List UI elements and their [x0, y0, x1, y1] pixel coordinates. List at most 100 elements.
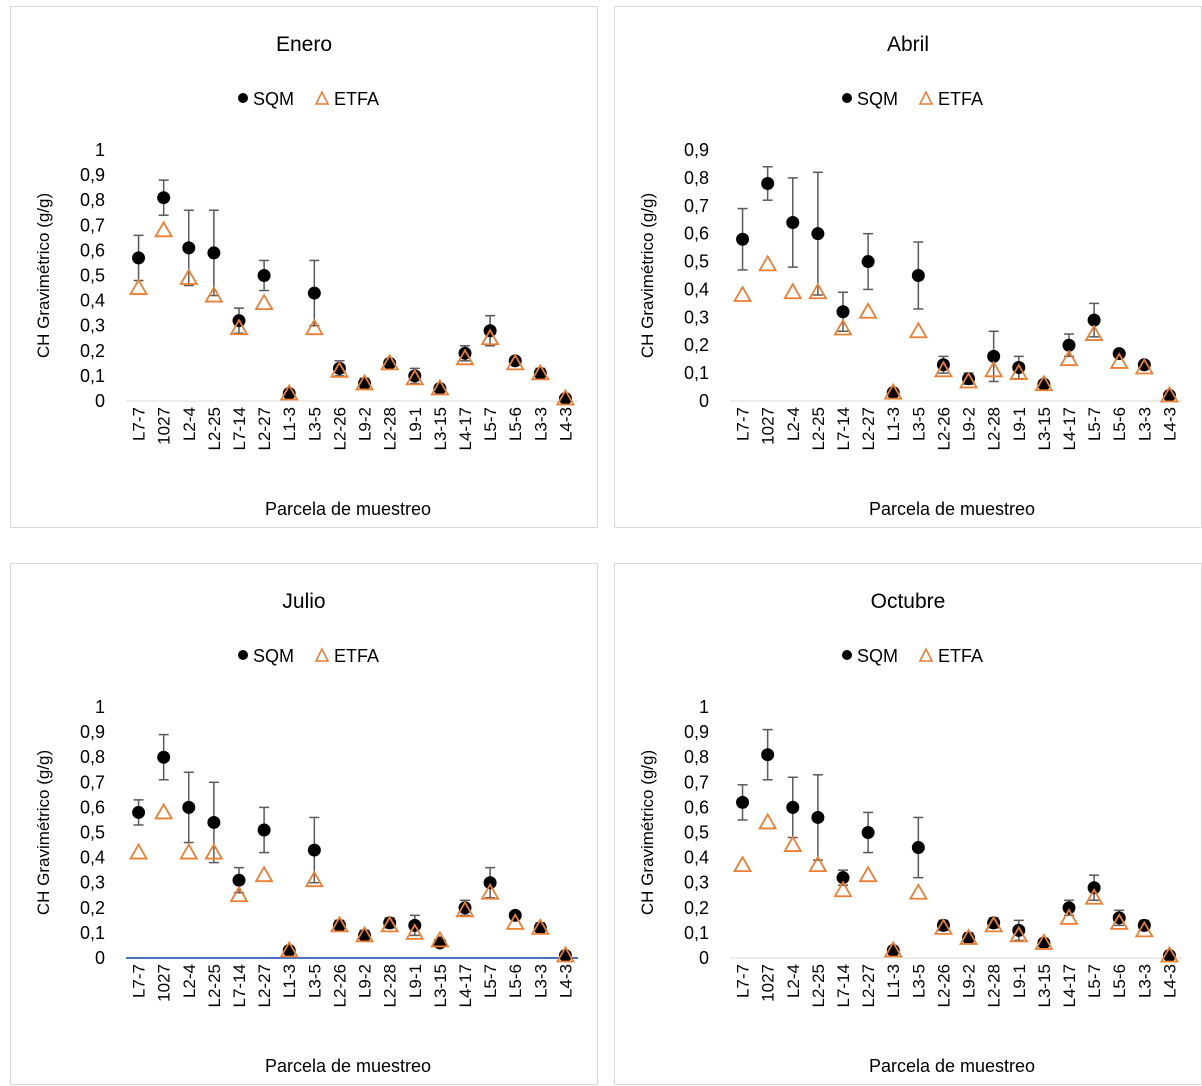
sqm-point: [1062, 901, 1076, 915]
legend-sqm-label: SQM: [857, 89, 898, 109]
x-tick-label: L3-3: [531, 964, 550, 998]
y-tick-label: 0,9: [80, 165, 105, 185]
x-tick-label: L3-3: [531, 407, 550, 441]
etfa-point: [908, 321, 928, 339]
sqm-point: [836, 305, 850, 319]
x-tick-label: L4-17: [1060, 407, 1079, 450]
y-tick-label: 0,2: [684, 898, 709, 918]
x-tick-label: L3-5: [909, 407, 928, 441]
x-tick-label: L1-3: [884, 964, 903, 998]
etfa-point: [858, 301, 878, 319]
x-tick-label: 1027: [759, 964, 778, 1002]
etfa-point: [154, 802, 174, 820]
sqm-point: [1087, 881, 1101, 895]
sqm-point: [936, 918, 950, 932]
y-tick-label: 0,2: [80, 341, 105, 361]
sqm-point: [1062, 338, 1076, 352]
sqm-point: [483, 876, 497, 890]
x-tick-label: L7-7: [130, 964, 149, 998]
y-tick-label: 0,7: [80, 772, 105, 792]
etfa-point: [430, 378, 450, 396]
etfa-point: [1109, 352, 1129, 369]
sqm-point: [811, 810, 825, 824]
x-tick-label: L2-27: [859, 964, 878, 1007]
etfa-point: [555, 945, 575, 963]
sqm-point: [132, 805, 146, 819]
x-tick-label: L2-26: [330, 407, 349, 450]
sqm-point: [1137, 358, 1151, 372]
y-tick-label: 0,4: [80, 848, 105, 868]
etfa-point: [984, 360, 1004, 378]
sqm-point: [458, 901, 472, 915]
chart-svg-abril: Abril SQM ETFA 0 0,1 0,2 0,3 0,4 0,5 0,6 0,7 0,8 0,9…: [638, 33, 1182, 519]
x-tick-label: L1-3: [884, 407, 903, 441]
sqm-point: [1087, 313, 1101, 327]
legend-sqm-label: SQM: [857, 646, 898, 666]
x-tick-label: L3-5: [305, 964, 324, 998]
y-tick-label: 0,5: [684, 823, 709, 843]
y-axis-title: CH Gravimétrico (g/g): [638, 193, 657, 358]
y-tick-label: 0,5: [80, 266, 105, 286]
chart-title: Abril: [887, 33, 929, 56]
sqm-point: [408, 369, 422, 383]
y-tick-label: 0,2: [684, 335, 709, 355]
etfa-point: [355, 925, 375, 943]
y-axis-title: CH Gravimétrico (g/g): [34, 193, 53, 358]
sqm-point: [911, 269, 925, 282]
etfa-point: [783, 835, 803, 852]
x-tick-label: L5-6: [506, 407, 525, 441]
sqm-point: [307, 843, 321, 857]
x-tick-label: L9-1: [406, 407, 425, 441]
y-tick-label: 0,4: [80, 291, 105, 311]
x-tick-label: L2-26: [934, 407, 953, 450]
sqm-point: [433, 936, 447, 950]
legend-etfa-marker: [918, 90, 934, 105]
etfa-point: [129, 278, 149, 295]
x-tick-label: 1027: [155, 407, 174, 445]
etfa-point: [908, 882, 928, 900]
sqm-point: [508, 354, 522, 368]
x-tick-label: L2-4: [180, 964, 199, 998]
x-tick-label: L2-25: [809, 407, 828, 450]
x-tick-label: L4-3: [556, 964, 575, 998]
etfa-point: [1034, 933, 1054, 950]
legend-etfa-marker: [314, 647, 330, 662]
etfa-point: [1009, 363, 1029, 381]
x-tick-label: L2-28: [985, 964, 1004, 1007]
etfa-point: [505, 353, 525, 371]
etfa-point: [329, 915, 349, 933]
etfa-point: [530, 918, 550, 935]
sqm-point: [307, 286, 321, 300]
x-tick-label: L2-27: [859, 407, 878, 450]
sqm-point: [861, 255, 875, 269]
x-tick-label: L4-17: [1060, 964, 1079, 1007]
legend-etfa-label: ETFA: [938, 89, 983, 109]
x-tick-label: L5-7: [481, 407, 500, 441]
etfa-point: [530, 363, 550, 381]
etfa-point: [833, 880, 853, 898]
x-tick-label: L7-14: [834, 964, 853, 1007]
sqm-point: [157, 191, 171, 205]
sqm-point: [736, 232, 750, 246]
sqm-point: [207, 815, 221, 829]
x-tick-label: L2-4: [180, 407, 199, 441]
x-tick-label: L9-2: [356, 407, 375, 441]
sqm-point: [761, 748, 775, 762]
y-tick-label: 0: [95, 391, 105, 411]
y-tick-label: 0: [95, 948, 105, 968]
y-tick-label: 0,6: [80, 797, 105, 817]
etfa-point: [355, 373, 375, 391]
etfa-point: [733, 285, 753, 302]
etfa-point: [455, 900, 475, 918]
x-tick-label: L5-7: [1085, 964, 1104, 998]
etfa-point: [179, 842, 199, 860]
chart-svg-octubre: Octubre SQM ETFA 0 0,1 0,2 0,3 0,4 0,5 0,6 0,7 0,8 0…: [638, 590, 1182, 1076]
y-tick-label: 0,8: [80, 747, 105, 767]
sqm-point: [836, 871, 850, 885]
etfa-point: [279, 383, 299, 401]
sqm-point: [257, 269, 271, 282]
y-tick-label: 0,9: [684, 140, 709, 160]
x-tick-label: L9-2: [356, 964, 375, 998]
x-tick-label: L5-6: [506, 964, 525, 998]
y-tick-label: 0,7: [684, 772, 709, 792]
